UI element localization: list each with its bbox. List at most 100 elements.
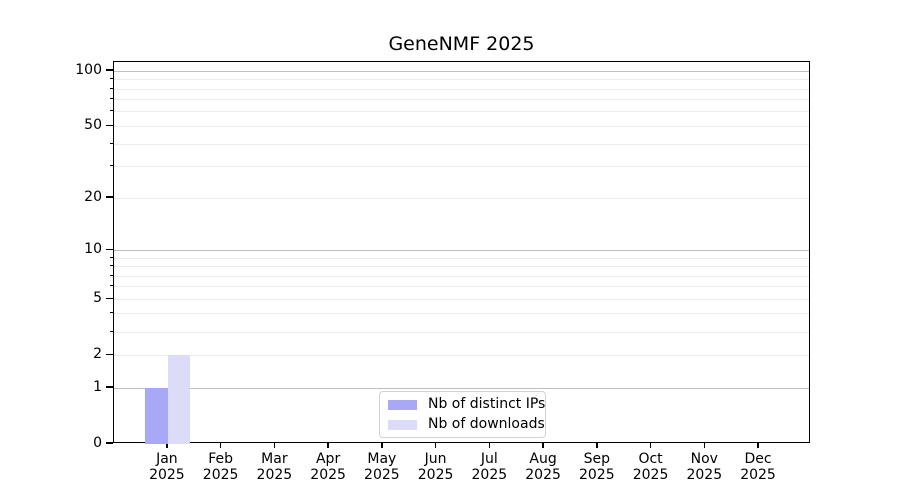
- x-tick-label-year: 2025: [310, 467, 346, 483]
- x-tick-label-year: 2025: [417, 467, 454, 483]
- y-minor-tick-mark: [109, 142, 113, 144]
- minor-gridline: [114, 143, 809, 145]
- legend-swatch-downloads: [388, 419, 417, 430]
- major-gridline: [114, 70, 809, 72]
- x-tick-label-year: 2025: [149, 467, 185, 483]
- y-tick-label: 20: [84, 189, 102, 206]
- x-tick-mark: [166, 443, 168, 448]
- y-tick-label: 10: [84, 241, 102, 258]
- x-tick-label-month: Jan: [156, 451, 178, 467]
- y-minor-tick-mark: [109, 165, 113, 167]
- x-tick-label: Nov 2025: [672, 451, 736, 483]
- major-gridline: [114, 249, 809, 251]
- x-tick-label: Aug 2025: [511, 451, 575, 483]
- bar-distinct-ips-jan: [145, 388, 168, 444]
- x-tick-label-month: Feb: [208, 451, 234, 467]
- x-tick-label-year: 2025: [256, 467, 293, 483]
- y-tick-label: 100: [75, 62, 102, 79]
- x-tick-label-year: 2025: [202, 467, 239, 483]
- x-tick-mark: [273, 443, 276, 448]
- x-tick-label-month: Sep: [583, 451, 610, 467]
- minor-gridline: [114, 125, 809, 127]
- y-minor-tick-mark: [109, 256, 113, 258]
- minor-gridline: [114, 166, 809, 168]
- minor-gridline: [114, 111, 809, 113]
- y-tick-mark: [106, 124, 113, 127]
- x-tick-label-year: 2025: [632, 467, 669, 483]
- x-tick-label-year: 2025: [740, 467, 776, 483]
- minor-gridline: [114, 354, 809, 356]
- x-tick-label-year: 2025: [471, 467, 508, 483]
- x-tick-mark: [219, 443, 222, 448]
- x-tick-label-month: Oct: [638, 451, 663, 467]
- minor-gridline: [114, 197, 809, 199]
- legend: Nb of distinct IPs Nb of downloads: [379, 391, 546, 438]
- x-tick-label: Oct 2025: [619, 451, 683, 483]
- x-tick-label: Dec 2025: [726, 451, 790, 483]
- y-minor-tick-mark: [109, 274, 113, 276]
- minor-gridline: [114, 298, 809, 300]
- y-tick-mark: [106, 442, 113, 444]
- minor-gridline: [114, 257, 809, 259]
- y-tick-label: 5: [93, 290, 102, 307]
- x-tick-mark: [703, 443, 706, 448]
- plot-area: Nb of distinct IPs Nb of downloads: [113, 61, 810, 444]
- minor-gridline: [114, 79, 809, 81]
- y-minor-tick-mark: [109, 312, 113, 314]
- y-tick-mark: [106, 386, 113, 388]
- y-tick-mark: [106, 297, 113, 299]
- minor-gridline: [114, 99, 809, 101]
- x-tick-label: Mar 2025: [242, 451, 306, 483]
- minor-gridline: [114, 331, 809, 333]
- bar-downloads-jan: [167, 355, 191, 444]
- x-tick-mark: [434, 443, 437, 448]
- x-tick-label-month: Aug: [529, 451, 557, 467]
- x-tick-mark: [542, 443, 544, 448]
- legend-label-downloads: Nb of downloads: [428, 416, 545, 432]
- minor-gridline: [114, 275, 809, 277]
- x-tick-label-month: Mar: [261, 451, 288, 467]
- x-tick-mark: [757, 443, 759, 448]
- y-minor-tick-mark: [109, 330, 113, 332]
- minor-gridline: [114, 88, 809, 90]
- y-tick-mark: [106, 69, 113, 71]
- y-tick-mark: [106, 353, 113, 355]
- x-tick-mark: [649, 443, 652, 448]
- y-minor-tick-mark: [109, 285, 113, 287]
- x-tick-mark: [327, 443, 329, 448]
- y-tick-label: 2: [93, 346, 102, 363]
- x-tick-label: Jan 2025: [135, 451, 199, 483]
- x-tick-label-month: Dec: [744, 451, 772, 467]
- y-minor-tick-mark: [109, 110, 113, 112]
- y-minor-tick-mark: [109, 265, 113, 266]
- legend-item-distinct-ips: Nb of distinct IPs: [388, 397, 545, 412]
- x-tick-label: Sep 2025: [565, 451, 629, 483]
- minor-gridline: [114, 266, 809, 267]
- legend-label-distinct-ips: Nb of distinct IPs: [428, 396, 546, 412]
- x-tick-label: Jun 2025: [404, 451, 468, 483]
- x-tick-mark: [381, 443, 383, 448]
- x-tick-label-month: Nov: [690, 451, 718, 467]
- x-tick-mark: [596, 443, 598, 448]
- x-tick-mark: [488, 443, 491, 448]
- x-tick-label: Apr 2025: [296, 451, 360, 483]
- y-tick-mark: [106, 196, 113, 198]
- y-tick-mark: [106, 248, 113, 251]
- major-gridline: [114, 387, 809, 389]
- x-tick-label-month: May: [367, 451, 397, 467]
- x-tick-label: Feb 2025: [189, 451, 253, 483]
- minor-gridline: [114, 313, 809, 315]
- x-tick-label: May 2025: [350, 451, 414, 483]
- x-tick-label-month: Jul: [480, 451, 498, 467]
- y-minor-tick-mark: [109, 87, 113, 89]
- x-tick-label-month: Jun: [424, 451, 447, 467]
- y-tick-label: 1: [93, 379, 102, 395]
- minor-gridline: [114, 286, 809, 288]
- x-tick-label: Jul 2025: [457, 451, 521, 483]
- y-minor-tick-mark: [109, 78, 113, 80]
- legend-swatch-distinct-ips: [388, 399, 417, 410]
- legend-item-downloads: Nb of downloads: [388, 417, 545, 432]
- y-minor-tick-mark: [109, 98, 113, 100]
